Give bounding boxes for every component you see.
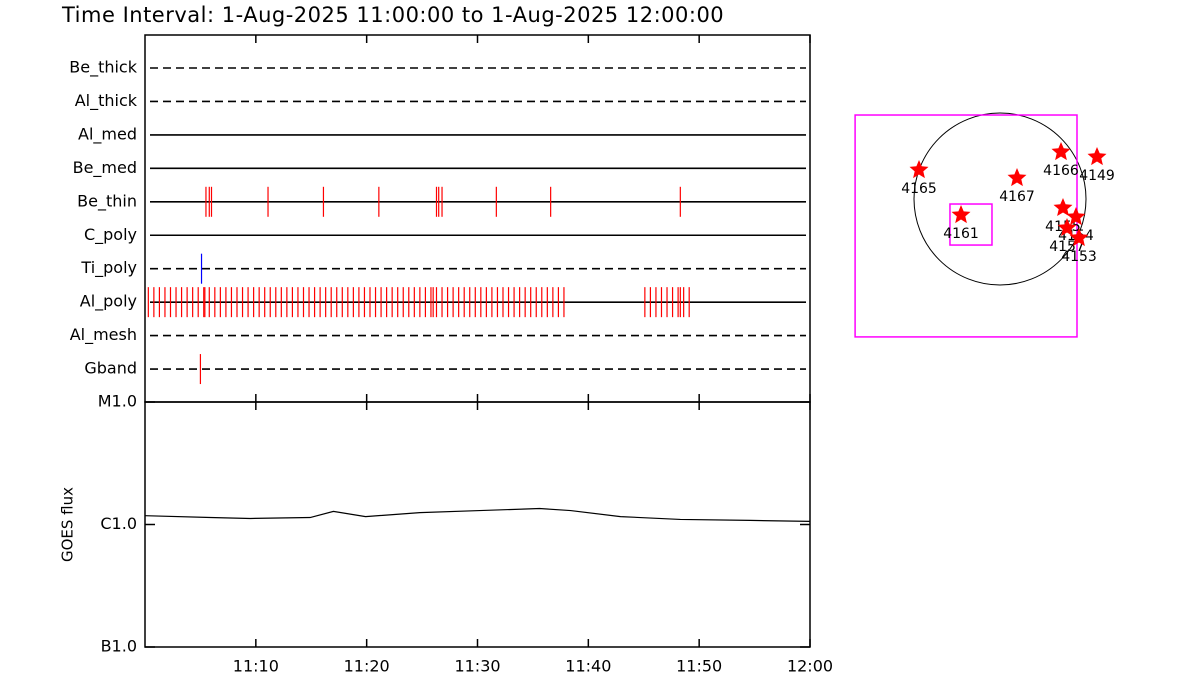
filter-label: Gband (84, 359, 137, 378)
region-label: 4165 (901, 181, 937, 197)
region-star (1007, 168, 1027, 187)
region-star (1057, 218, 1077, 237)
filter-label: Be_thin (77, 191, 137, 211)
y-axis-label: GOES flux (59, 487, 77, 562)
region-star (1051, 142, 1071, 161)
goes-flux-line (144, 507, 811, 522)
filter-label: Be_med (73, 158, 137, 178)
region-star (951, 205, 971, 224)
filter-label: Ti_poly (80, 258, 137, 278)
title: Time Interval: 1-Aug-2025 11:00:00 to 1-… (61, 3, 724, 27)
y-tick-label: C1.0 (100, 514, 137, 533)
region-label: 4149 (1079, 168, 1115, 184)
x-tick-label: 11:50 (676, 657, 722, 676)
filter-label: Al_thick (75, 91, 138, 111)
region-label: 4166 (1043, 163, 1079, 179)
field-of-view (854, 114, 1078, 338)
x-tick-label: 11:10 (233, 657, 279, 676)
x-tick-label: 11:30 (454, 657, 500, 676)
region-label: 4161 (943, 226, 979, 242)
region-label: 4167 (999, 189, 1035, 205)
filter-label: Al_mesh (70, 325, 137, 345)
y-tick-label: M1.0 (98, 392, 137, 411)
region-star (1053, 198, 1073, 216)
sub-field-of-view (949, 203, 993, 246)
region-star (909, 160, 929, 179)
x-tick-label: 11:40 (565, 657, 611, 676)
x-tick-label: 12:00 (787, 657, 833, 676)
filter-label: Al_poly (80, 292, 137, 312)
region-star (1087, 147, 1107, 166)
filter-label: Be_thick (69, 58, 137, 78)
y-tick-label: B1.0 (101, 637, 137, 656)
region-star (1066, 207, 1086, 226)
filter-label: C_poly (84, 225, 137, 245)
x-tick-label: 11:20 (344, 657, 390, 676)
filter-label: Al_med (78, 124, 137, 144)
region-star (1069, 228, 1089, 247)
solar-disk (913, 112, 1087, 286)
region-label: 4153 (1061, 249, 1097, 265)
